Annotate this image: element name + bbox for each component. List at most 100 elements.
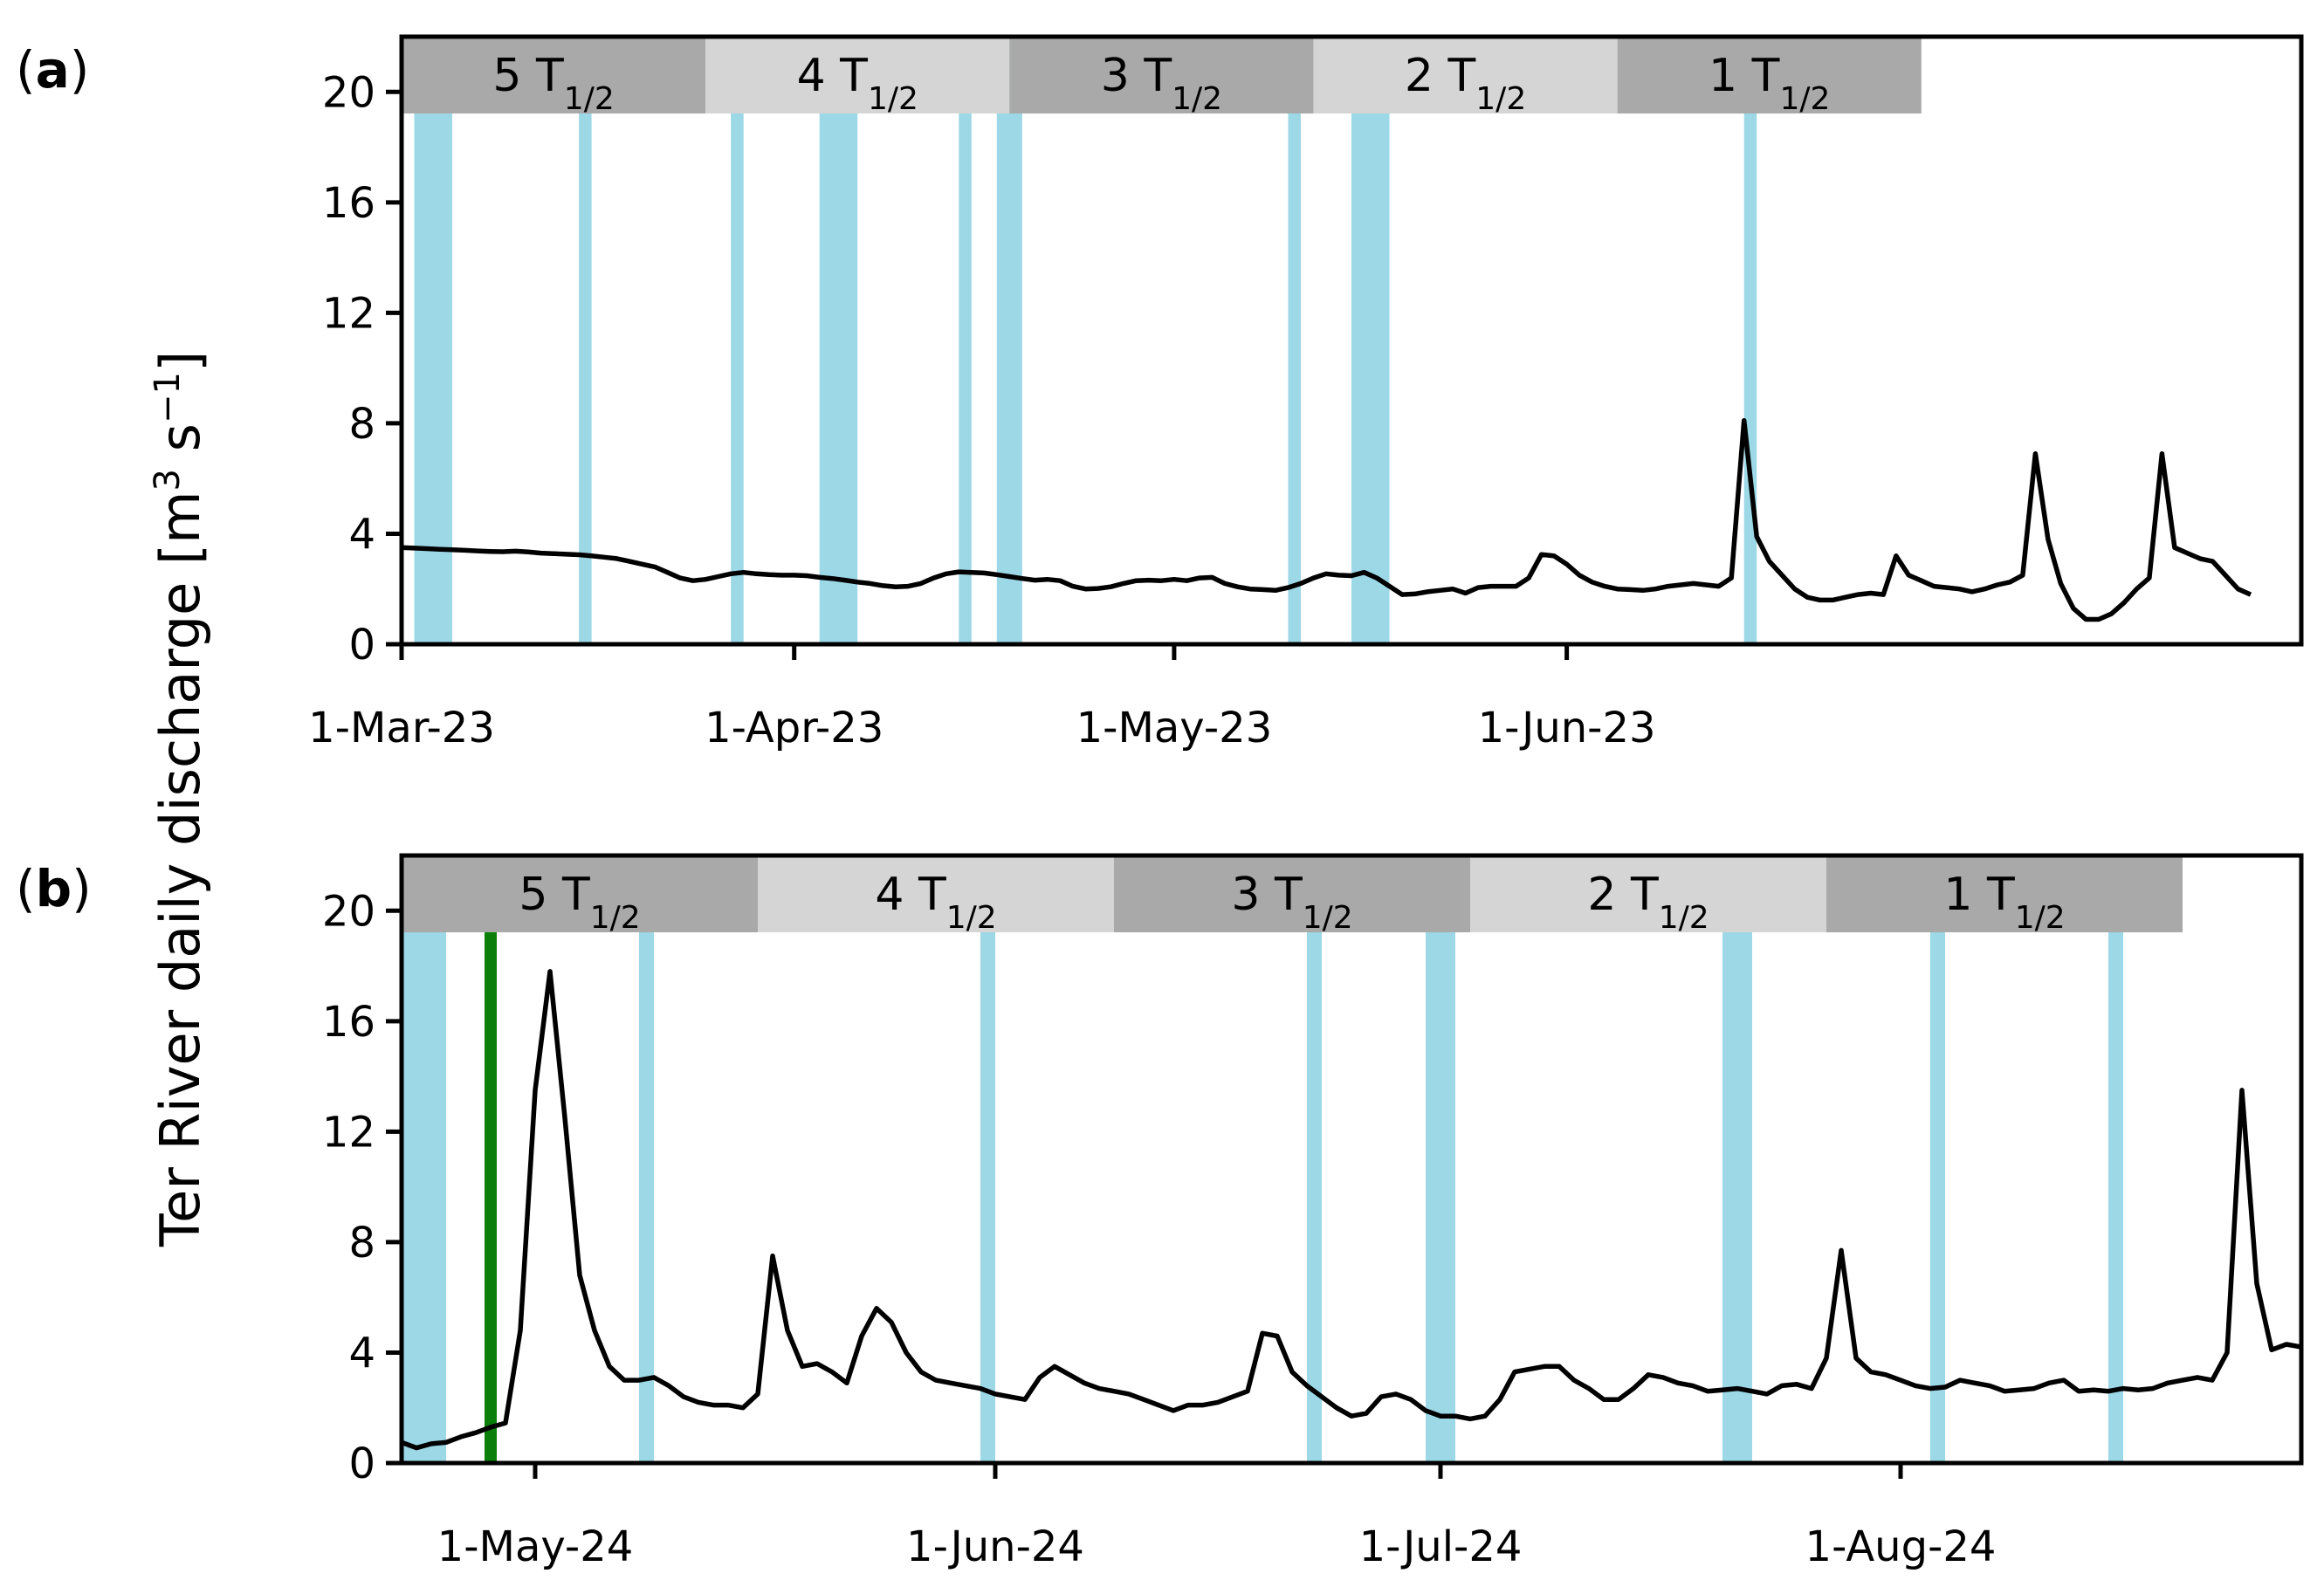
event-band: [980, 855, 995, 1463]
event-band: [1288, 37, 1301, 644]
event-band: [819, 37, 858, 644]
half-life-band-label-base: 2 T: [1405, 50, 1476, 102]
event-band: [1426, 855, 1455, 1463]
discharge-line: [402, 417, 2252, 622]
y-tick-label: 20: [322, 68, 375, 117]
panel-label-close: ): [72, 859, 92, 918]
half-life-band-label-base: 1 T: [1709, 50, 1780, 102]
y-tick-label: 4: [348, 1329, 375, 1378]
event-band: [1351, 37, 1390, 644]
event-band: [959, 37, 972, 644]
y-tick-label: 8: [348, 1219, 375, 1268]
half-life-band: [1009, 37, 1314, 113]
x-tick-label: 1-Apr-23: [705, 704, 884, 752]
half-life-band: [402, 855, 758, 932]
x-tick-label: 1-May-24: [437, 1522, 634, 1571]
event-band: [414, 37, 453, 644]
panel-label: (a): [16, 40, 89, 100]
half-life-band-label-sub: 1/2: [590, 900, 641, 936]
half-life-band-label-base: 4 T: [875, 869, 946, 921]
event-band: [1307, 855, 1322, 1463]
half-life-band: [1617, 37, 1922, 113]
half-life-band-label-base: 2 T: [1587, 869, 1659, 921]
y-axis-label: Ter River daily discharge [m3 s−1]: [148, 351, 212, 1247]
half-life-band-label: 1 T1/2: [1709, 50, 1830, 117]
half-life-band-label: 4 T1/2: [797, 50, 918, 117]
event-band: [996, 37, 1022, 644]
half-life-band-label: 4 T1/2: [875, 869, 996, 936]
panel-label-letter: a: [36, 40, 70, 100]
half-life-band-label: 1 T1/2: [1943, 869, 2065, 936]
x-tick-label: 1-Jun-23: [1478, 704, 1656, 752]
half-life-band-label-sub: 1/2: [1303, 900, 1353, 936]
discharge-line: [402, 969, 2301, 1451]
panel-label-letter: b: [36, 859, 72, 918]
plot-frame: [399, 34, 2304, 647]
y-axis-label-supneg1: −1: [148, 372, 188, 423]
event-band: [402, 855, 446, 1463]
y-tick-label: 20: [322, 887, 375, 936]
y-tick-label: 8: [348, 400, 375, 449]
half-life-band-label-base: 4 T: [797, 50, 869, 102]
panel-label-close: ): [70, 40, 90, 100]
half-life-band-label-sub: 1/2: [1659, 900, 1709, 936]
half-life-band-label-base: 3 T: [1231, 869, 1303, 921]
y-tick-label: 4: [348, 510, 375, 559]
plot-area: [402, 855, 2301, 1463]
half-life-band-label: 3 T1/2: [1101, 50, 1222, 117]
plot-content: [402, 37, 2252, 644]
panel-label-open: (: [16, 40, 36, 100]
half-life-band-label-sub: 1/2: [868, 81, 918, 117]
y-axis-label-s: s: [148, 423, 212, 469]
half-life-band-label-sub: 1/2: [1475, 81, 1526, 117]
half-life-band-label: 2 T1/2: [1587, 869, 1709, 936]
y-tick-label: 0: [348, 621, 375, 670]
event-band: [579, 37, 592, 644]
panel-a: 5 T1/2 4 T1/2 3 T1/2 2 T1/2 1 T1/20481216201…: [16, 34, 2304, 752]
half-life-band-label: 3 T1/2: [1231, 869, 1352, 936]
half-life-band: [402, 37, 706, 113]
y-axis-label-close: ]: [148, 351, 212, 372]
half-life-band: [705, 37, 1010, 113]
y-tick-label: 12: [322, 289, 375, 338]
half-life-band-label-sub: 1/2: [1779, 81, 1830, 117]
half-life-band: [758, 855, 1114, 932]
x-tick-label: 1-Mar-23: [308, 704, 495, 752]
y-tick-label: 16: [322, 179, 375, 228]
event-band: [639, 855, 654, 1463]
panel-label: (b): [16, 859, 92, 918]
half-life-band-label-sub: 1/2: [564, 81, 615, 117]
event-band: [731, 37, 744, 644]
half-life-band: [1826, 855, 2183, 932]
x-tick-label: 1-May-23: [1076, 704, 1273, 752]
x-tick-label: 1-Jul-24: [1359, 1522, 1523, 1571]
y-tick-label: 16: [322, 998, 375, 1047]
half-life-band-label: 5 T1/2: [492, 50, 614, 117]
half-life-band: [1114, 855, 1470, 932]
y-tick-label: 12: [322, 1108, 375, 1157]
half-life-band-label: 2 T1/2: [1405, 50, 1526, 117]
plot-frame: [399, 853, 2304, 1466]
event-band: [2108, 855, 2123, 1463]
half-life-band-label-sub: 1/2: [2015, 900, 2066, 936]
x-tick-label: 1-Aug-24: [1805, 1522, 1997, 1571]
half-life-band: [1313, 37, 1618, 113]
y-axis-label-text: Ter River daily discharge [m: [148, 491, 212, 1247]
half-life-band-label: 5 T1/2: [519, 869, 640, 936]
event-band: [1722, 855, 1752, 1463]
y-axis-label-sup3: 3: [148, 469, 188, 491]
event-band: [1743, 37, 1757, 644]
half-life-band-label-base: 5 T: [519, 869, 590, 921]
event-band: [1930, 855, 1945, 1463]
x-tick-label: 1-Jun-24: [906, 1522, 1084, 1571]
half-life-band-label-sub: 1/2: [1172, 81, 1222, 117]
half-life-band-label-base: 5 T: [492, 50, 564, 102]
half-life-band-label-sub: 1/2: [946, 900, 997, 936]
half-life-band: [1470, 855, 1826, 932]
y-tick-label: 0: [348, 1439, 375, 1488]
half-life-band-label-base: 3 T: [1101, 50, 1172, 102]
half-life-band-label-base: 1 T: [1943, 869, 2015, 921]
panel-b: 5 T1/2 4 T1/2 3 T1/2 2 T1/2 1 T1/20481216201…: [16, 853, 2304, 1571]
panel-label-open: (: [16, 859, 36, 918]
